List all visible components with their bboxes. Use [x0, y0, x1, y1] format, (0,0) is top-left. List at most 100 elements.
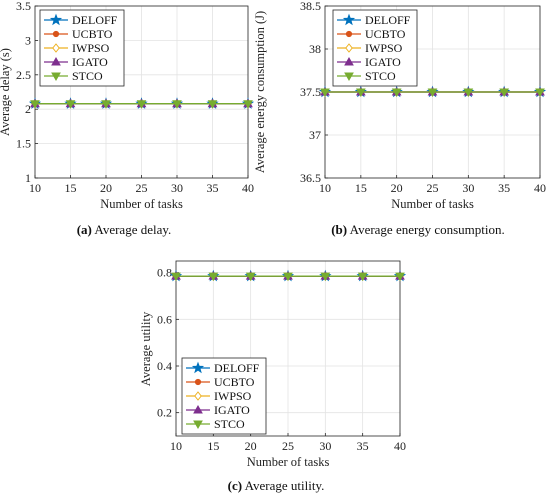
data-point [395, 272, 405, 282]
data-point [171, 272, 181, 282]
series-stco [30, 100, 253, 109]
caption-text: Average energy consumption. [347, 222, 505, 237]
legend-label: IGATO [214, 403, 250, 417]
x-tick-label: 20 [391, 181, 403, 195]
legend-label: UCBTO [365, 27, 406, 41]
x-tick-label: 30 [319, 439, 331, 453]
x-axis-label: Number of tasks [247, 455, 330, 469]
x-axis-label: Number of tasks [100, 197, 183, 211]
legend-marker [49, 13, 63, 26]
legend-label: STCO [72, 69, 103, 83]
y-axis-label: Average energy consumption (J) [253, 11, 267, 173]
x-tick-label: 35 [207, 181, 219, 195]
legend-label: IGATO [72, 55, 108, 69]
legend-marker [51, 56, 61, 66]
x-tick-label: 40 [394, 439, 406, 453]
x-tick-label: 35 [498, 181, 510, 195]
data-point [101, 100, 111, 109]
legend-label: STCO [365, 69, 396, 83]
legend-marker [52, 30, 60, 38]
legend-label: UCBTO [214, 375, 255, 389]
y-tick-label: 3.5 [16, 0, 31, 13]
data-point [208, 272, 219, 282]
series-stco [171, 272, 405, 282]
x-tick-label: 20 [100, 181, 112, 195]
caption-text: Average delay. [92, 222, 171, 237]
x-tick-label: 25 [136, 181, 148, 195]
legend-marker [344, 56, 354, 66]
x-axis-label: Number of tasks [391, 197, 474, 211]
x-tick-label: 10 [170, 439, 182, 453]
x-tick-label: 35 [357, 439, 369, 453]
figure-caption: (b) Average energy consumption. [331, 222, 505, 237]
x-tick-label: 20 [245, 439, 257, 453]
legend-marker [193, 420, 203, 430]
data-point [172, 100, 182, 109]
x-tick-label: 15 [207, 439, 219, 453]
chart-panel-c: 10 15 20 25 30 35 40 0.2 0.4 0.6 0.8 Number of task… [139, 260, 407, 493]
legend-label: IGATO [365, 55, 401, 69]
data-point [320, 88, 330, 98]
data-point [65, 100, 76, 109]
data-point [427, 88, 438, 98]
figure-caption: (c) Average utility. [228, 478, 325, 493]
y-tick-label: 3 [25, 33, 31, 47]
legend-marker [345, 43, 353, 53]
x-tick-label: 10 [29, 181, 41, 195]
x-tick-label: 40 [534, 181, 546, 195]
x-tick-label: 15 [65, 181, 77, 195]
y-tick-label: 38 [309, 42, 321, 56]
x-tick-label: 40 [242, 181, 254, 195]
y-tick-label: 0.4 [157, 359, 172, 373]
legend-marker [52, 43, 60, 53]
y-tick-label: 1.5 [16, 137, 31, 151]
y-tick-label: 0.6 [157, 312, 172, 326]
data-point [30, 100, 40, 109]
legend-marker [345, 30, 353, 38]
legend-label: DELOFF [365, 13, 411, 27]
x-tick-label: 15 [355, 181, 367, 195]
chart-panel-a: 10 15 20 25 30 35 40 1 1.5 2 2.5 3 3.5 Number of task… [0, 0, 255, 237]
legend-marker [342, 13, 356, 26]
data-point [283, 272, 293, 282]
x-tick-label: 10 [319, 181, 331, 195]
y-tick-label: 38.5 [300, 0, 321, 13]
data-point [245, 272, 256, 282]
legend-marker [194, 378, 202, 386]
legend-label: STCO [214, 417, 245, 431]
caption-label: (a) [77, 222, 92, 237]
caption-label: (b) [331, 222, 347, 237]
series-stco [320, 88, 545, 98]
legend-marker [193, 404, 203, 414]
legend-label: DELOFF [214, 361, 260, 375]
y-tick-label: 36.5 [300, 171, 321, 185]
data-point [243, 100, 253, 109]
data-point [357, 272, 368, 282]
legend-marker [194, 391, 202, 401]
y-tick-label: 0.2 [157, 406, 172, 420]
legend-marker [51, 72, 61, 82]
legend-label: IWPSO [72, 41, 110, 55]
y-tick-label: 2.5 [16, 68, 31, 82]
y-tick-label: 2 [25, 102, 31, 116]
y-tick-label: 37.5 [300, 85, 321, 99]
legend-label: IWPSO [214, 389, 252, 403]
x-tick-label: 30 [171, 181, 183, 195]
x-tick-label: 30 [462, 181, 474, 195]
data-point [320, 272, 331, 282]
data-point [499, 88, 510, 98]
data-point [355, 88, 366, 98]
chart-panel-b: 10 15 20 25 30 35 40 36.5 37 37.5 38 38.5 Number of … [253, 0, 547, 237]
legend-marker [344, 72, 354, 82]
legend-marker [191, 361, 205, 374]
legend-label: DELOFF [72, 13, 118, 27]
legend-label: UCBTO [72, 27, 113, 41]
data-point [391, 88, 402, 98]
y-tick-label: 0.8 [157, 266, 172, 280]
figure-caption: (a) Average delay. [77, 222, 172, 237]
data-point [535, 88, 545, 98]
data-point [136, 100, 147, 109]
